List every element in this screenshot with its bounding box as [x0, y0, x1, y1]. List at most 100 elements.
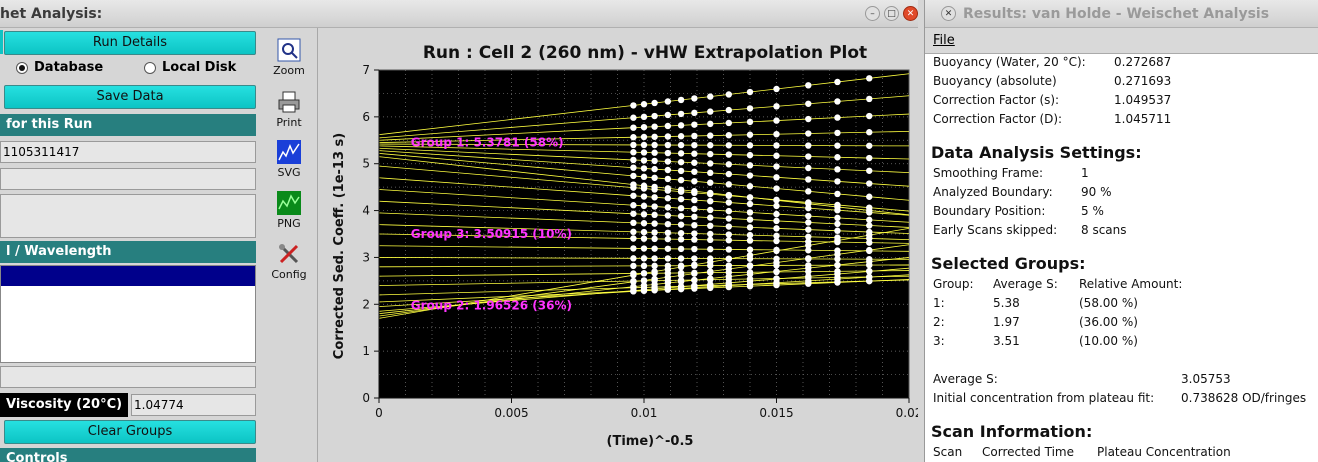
- data-point: [651, 133, 658, 140]
- data-point: [651, 174, 658, 181]
- printer-icon: [277, 90, 301, 114]
- data-point: [866, 231, 873, 239]
- local-disk-radio[interactable]: Local Disk: [144, 60, 236, 75]
- run-info-field[interactable]: [0, 168, 256, 190]
- save-data-button[interactable]: Save Data: [4, 85, 256, 109]
- data-point: [746, 271, 754, 278]
- data-point: [773, 142, 780, 149]
- scan-heading: Scan Information:: [931, 422, 1093, 441]
- data-point: [640, 123, 648, 131]
- data-point: [866, 209, 873, 216]
- data-point: [746, 118, 754, 126]
- data-point: [834, 227, 841, 234]
- run-details-button[interactable]: Run Details: [4, 31, 256, 55]
- database-radio[interactable]: Database: [16, 60, 103, 75]
- data-point: [677, 96, 685, 104]
- data-point: [651, 157, 658, 165]
- data-point: [664, 284, 672, 292]
- data-point: [630, 134, 637, 141]
- print-tool[interactable]: Print: [260, 90, 318, 129]
- data-point: [725, 142, 732, 149]
- data-point: [630, 202, 637, 209]
- section-run-header: for this Run: [0, 114, 256, 136]
- groups-col-group: Group:: [933, 277, 974, 291]
- zoom-tool[interactable]: Zoom: [260, 38, 318, 77]
- group-row-2-rel: (36.00 %): [1079, 315, 1138, 329]
- data-point: [691, 159, 698, 166]
- scan-col-scan: Scan: [933, 445, 963, 459]
- data-point: [773, 103, 780, 110]
- cell-list[interactable]: [0, 265, 256, 363]
- data-point: [834, 166, 841, 173]
- info-field[interactable]: [0, 366, 256, 388]
- run-description-field[interactable]: [0, 194, 256, 238]
- data-point: [746, 183, 754, 190]
- data-point: [664, 122, 672, 130]
- data-point: [640, 220, 648, 227]
- early-value: 8 scans: [1081, 223, 1127, 237]
- data-point: [707, 190, 714, 198]
- data-point: [664, 273, 672, 281]
- data-point: [805, 226, 812, 233]
- data-point: [640, 202, 648, 210]
- file-menu[interactable]: File: [933, 33, 955, 48]
- data-point: [677, 255, 685, 262]
- close-icon[interactable]: ✕: [903, 6, 918, 21]
- data-point: [651, 194, 658, 201]
- selected-cell-row[interactable]: [1, 266, 255, 286]
- data-point: [630, 271, 637, 279]
- group-row-2-id: 2:: [933, 315, 945, 329]
- right-titlebar[interactable]: ✕ Results: van Holde - Weischet Analysis: [925, 0, 1318, 28]
- vhw-extrapolation-chart[interactable]: Run : Cell 2 (260 nm) - vHW Extrapolatio…: [320, 28, 918, 462]
- x-axis-label: (Time)^-0.5: [607, 434, 694, 449]
- section-controls-header: Controls: [0, 448, 256, 462]
- data-point: [834, 142, 841, 149]
- y-tick-label: 7: [362, 63, 370, 77]
- data-point: [640, 245, 648, 252]
- print-label: Print: [276, 116, 302, 129]
- data-point: [691, 221, 698, 229]
- corr-d-value: 1.045711: [1114, 112, 1172, 126]
- smoothing-value: 1: [1081, 166, 1089, 180]
- data-point: [805, 264, 812, 272]
- data-point: [805, 212, 812, 220]
- data-point: [651, 211, 658, 219]
- data-point: [630, 102, 637, 109]
- data-point: [725, 106, 732, 114]
- group-row-2-avg: 1.97: [993, 315, 1020, 329]
- vhw-analysis-window: het Analysis: – □ ✕ Run Details Database…: [0, 0, 918, 462]
- group-row-1-avg: 5.38: [993, 296, 1020, 310]
- maximize-icon[interactable]: □: [884, 6, 899, 21]
- data-point: [677, 212, 685, 220]
- clear-groups-button[interactable]: Clear Groups: [4, 420, 256, 444]
- viscosity-field[interactable]: 1.04774: [131, 394, 256, 416]
- data-point: [834, 190, 841, 198]
- data-point: [640, 141, 648, 149]
- svg-tool[interactable]: SVG: [260, 140, 318, 179]
- data-point: [664, 279, 672, 287]
- buoyancy-abs-label: Buoyancy (absolute): [933, 74, 1057, 88]
- data-point: [866, 216, 873, 224]
- data-point: [630, 164, 637, 171]
- data-point: [677, 236, 685, 243]
- left-titlebar[interactable]: het Analysis: – □ ✕: [0, 0, 918, 28]
- data-point: [866, 75, 873, 82]
- png-icon: [277, 191, 301, 215]
- data-point: [664, 255, 672, 262]
- data-point: [773, 247, 780, 255]
- data-point: [640, 277, 648, 284]
- data-point: [677, 176, 685, 184]
- minimize-icon[interactable]: –: [865, 6, 880, 21]
- data-point: [805, 82, 812, 89]
- results-close-icon[interactable]: ✕: [941, 6, 956, 21]
- data-point: [651, 268, 658, 275]
- config-tool[interactable]: Config: [260, 242, 318, 281]
- local-disk-label: Local Disk: [162, 60, 237, 75]
- data-point: [707, 236, 714, 244]
- run-id-field[interactable]: 1105311417: [0, 141, 256, 163]
- data-point: [630, 141, 637, 149]
- png-tool[interactable]: PNG: [260, 191, 318, 230]
- scan-col-time: Corrected Time: [982, 445, 1074, 459]
- svg-icon: [277, 140, 301, 164]
- data-point: [640, 211, 648, 218]
